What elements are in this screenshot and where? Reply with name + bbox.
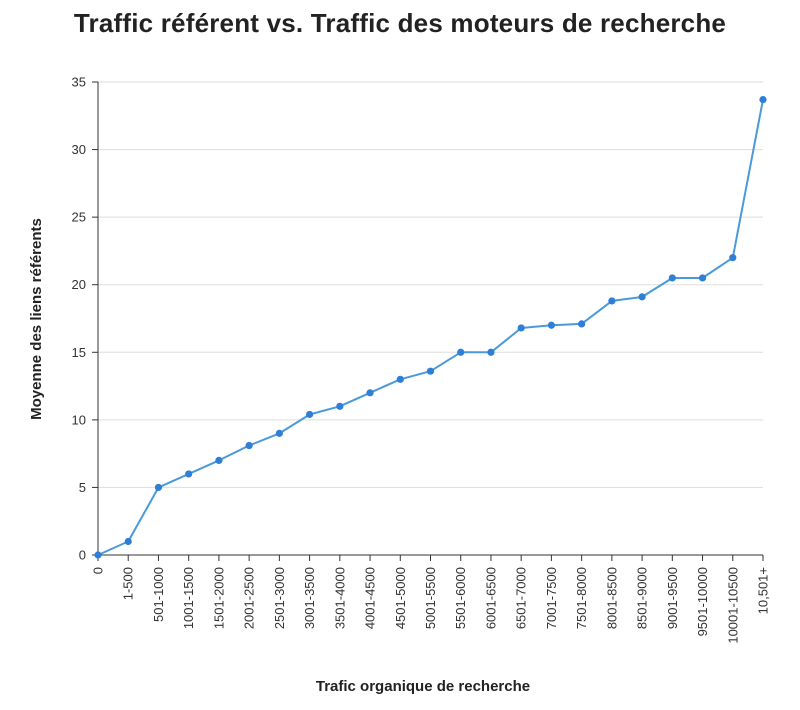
y-tick-label: 5 [79, 480, 86, 495]
data-point [215, 456, 223, 464]
data-point [124, 537, 132, 546]
x-tick-label: 1001-1500 [181, 567, 196, 629]
x-tick-label: 3001-3500 [302, 567, 317, 629]
data-point [426, 367, 435, 375]
data-point [457, 348, 465, 356]
data-point [759, 95, 767, 104]
data-point [608, 297, 616, 305]
chart-title: Traffic référent vs. Traffic des moteurs… [73, 8, 727, 38]
data-point [578, 320, 586, 328]
x-tick-label: 1-500 [121, 567, 136, 600]
data-points [94, 95, 767, 559]
data-point [487, 348, 495, 356]
y-tick-label: 25 [72, 210, 86, 225]
y-tick-label: 10 [72, 412, 86, 427]
x-tick-label: 2501-3000 [272, 567, 287, 629]
axes [97, 82, 763, 561]
x-tick-label: 9501-10000 [695, 567, 710, 636]
data-point [245, 441, 253, 450]
data-point [94, 551, 102, 559]
x-tick-label: 3501-4000 [332, 567, 347, 629]
x-tick-label: 5001-5500 [423, 567, 438, 629]
x-tick-label: 501-1000 [151, 567, 166, 622]
x-tick-label: 6001-6500 [483, 567, 498, 629]
data-point [275, 429, 283, 437]
x-tick-label: 1501-2000 [211, 567, 226, 629]
x-tick-label: 10001-10500 [725, 567, 740, 644]
y-tick-label: 15 [72, 345, 86, 360]
data-point [185, 470, 193, 478]
data-point [517, 324, 525, 332]
x-tick-label: 4501-5000 [393, 567, 408, 629]
x-tick-label: 8501-9000 [635, 567, 650, 629]
series-layer [97, 99, 764, 556]
data-point [668, 274, 676, 282]
x-tick-label: 2001-2500 [242, 567, 257, 629]
x-tick-label: 8001-8500 [604, 567, 619, 629]
x-tick-label: 7001-7500 [544, 567, 559, 629]
data-point [547, 321, 556, 329]
data-point [396, 375, 404, 383]
data-point [305, 410, 314, 419]
x-tick-label: 4001-4500 [363, 567, 378, 629]
data-point [366, 389, 374, 397]
x-tick-label: 9001-9500 [665, 567, 680, 629]
x-tick-label: 6501-7000 [514, 567, 529, 629]
x-tick-label: 0 [91, 567, 106, 574]
series-line [97, 99, 764, 556]
data-point [336, 402, 344, 410]
data-point [729, 254, 737, 262]
grid-lines [98, 81, 763, 488]
x-tick-label: 5501-6000 [453, 567, 468, 629]
data-point [698, 274, 707, 282]
y-tick-labels: 0 5 10 15 20 25 30 35 [72, 75, 98, 563]
x-axis-title: Trafic organique de recherche [316, 678, 530, 695]
y-tick-label: 20 [72, 277, 86, 292]
x-tick-labels: 0 1-500 501-1000 1001-1500 1501-2000 2001-250… [91, 555, 771, 644]
data-point [638, 293, 646, 301]
y-tick-label: 0 [79, 548, 86, 563]
data-point [154, 483, 163, 492]
x-tick-label: 7501-8000 [574, 567, 589, 629]
y-axis-title: Moyenne des liens référents [28, 218, 45, 420]
x-tick-label: 10,501+ [756, 567, 771, 614]
y-tick-label: 35 [72, 75, 86, 90]
y-tick-label: 30 [72, 142, 86, 157]
